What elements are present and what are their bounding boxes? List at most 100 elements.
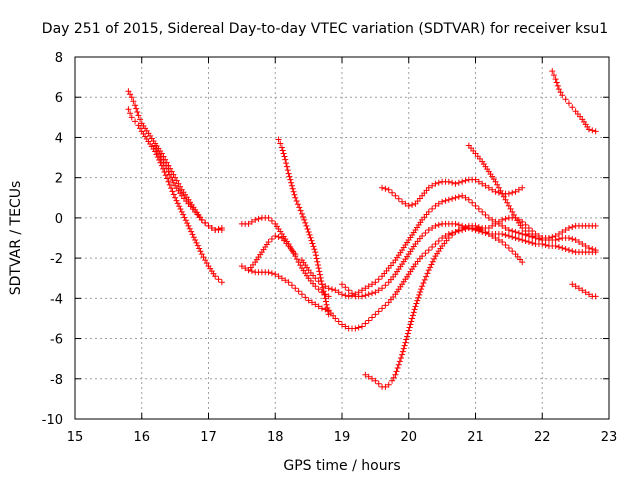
data-point xyxy=(435,238,442,245)
series-arc-6 xyxy=(245,232,299,274)
data-point xyxy=(322,283,329,290)
data-point xyxy=(550,72,557,79)
data-point xyxy=(245,220,252,227)
data-point xyxy=(522,221,529,228)
data-point xyxy=(592,293,599,300)
data-point xyxy=(166,171,173,178)
data-point xyxy=(585,126,592,133)
data-point xyxy=(202,219,209,226)
data-point xyxy=(505,232,512,239)
data-point xyxy=(499,222,506,229)
data-point xyxy=(385,381,392,388)
data-point xyxy=(529,240,536,247)
data-point xyxy=(302,294,309,301)
data-point xyxy=(332,287,339,294)
data-point xyxy=(315,303,322,310)
data-point xyxy=(539,241,546,248)
x-axis-label: GPS time / hours xyxy=(283,458,400,474)
data-point xyxy=(589,127,596,134)
data-point xyxy=(190,234,197,241)
data-point xyxy=(289,185,296,192)
data-point xyxy=(238,263,245,270)
data-point xyxy=(162,162,169,169)
data-point xyxy=(559,228,566,235)
data-point xyxy=(153,145,160,152)
data-point xyxy=(255,215,262,222)
data-point xyxy=(275,136,282,143)
data-point xyxy=(284,167,291,174)
data-point xyxy=(510,211,517,218)
data-point xyxy=(252,216,259,223)
data-point xyxy=(177,183,184,190)
data-point xyxy=(285,170,292,177)
y-tick-label: -6 xyxy=(50,333,63,348)
data-point xyxy=(429,205,436,212)
data-point xyxy=(379,184,386,191)
data-point xyxy=(408,318,415,325)
data-point xyxy=(394,365,401,372)
data-point xyxy=(301,216,308,223)
data-point xyxy=(275,233,282,240)
data-point xyxy=(175,180,182,187)
data-point xyxy=(442,232,449,239)
data-point xyxy=(396,358,403,365)
x-tick-labels: 15 16 17 18 19 20 21 22 23 xyxy=(67,430,618,445)
data-point xyxy=(287,176,294,183)
data-point xyxy=(435,179,442,186)
data-point xyxy=(323,301,330,308)
data-point xyxy=(519,230,526,237)
data-point xyxy=(472,222,479,229)
data-point xyxy=(317,274,324,281)
data-point xyxy=(385,186,392,193)
y-tick-label: 0 xyxy=(55,212,63,227)
data-point xyxy=(198,251,205,258)
data-point xyxy=(314,261,321,268)
data-point xyxy=(389,189,396,196)
data-point xyxy=(168,185,175,192)
data-point xyxy=(352,325,359,332)
data-point xyxy=(512,235,519,241)
data-point xyxy=(283,160,290,167)
data-point xyxy=(455,193,462,200)
data-point xyxy=(278,144,285,151)
data-point xyxy=(296,204,303,211)
data-point xyxy=(559,92,566,99)
data-point xyxy=(188,228,195,235)
data-point xyxy=(399,198,406,205)
data-point xyxy=(399,348,406,355)
data-point xyxy=(452,194,459,201)
data-point xyxy=(405,202,412,209)
data-point xyxy=(472,202,479,209)
data-point xyxy=(293,256,300,263)
data-point xyxy=(397,354,404,361)
data-point xyxy=(399,351,406,358)
data-point xyxy=(315,286,322,293)
data-point xyxy=(355,324,362,331)
data-point xyxy=(272,271,279,278)
data-point xyxy=(203,260,210,267)
data-point xyxy=(442,197,449,204)
data-point xyxy=(525,239,532,246)
data-point xyxy=(172,194,179,201)
data-point xyxy=(459,178,466,185)
data-point xyxy=(125,106,132,113)
data-point xyxy=(395,195,402,202)
data-point xyxy=(135,122,142,129)
data-point xyxy=(462,194,469,201)
data-point xyxy=(212,273,219,280)
data-point xyxy=(390,374,397,381)
data-point xyxy=(452,180,459,187)
data-point xyxy=(475,178,482,185)
data-point xyxy=(592,128,599,135)
data-point xyxy=(445,235,452,241)
y-tick-label: -2 xyxy=(50,252,63,267)
data-point xyxy=(459,224,466,231)
data-point xyxy=(565,224,572,231)
data-point xyxy=(411,306,418,313)
data-point xyxy=(429,258,436,265)
data-point xyxy=(569,104,576,111)
data-point xyxy=(402,200,409,207)
data-point xyxy=(419,232,426,239)
data-point xyxy=(499,239,506,246)
data-point xyxy=(162,172,169,179)
